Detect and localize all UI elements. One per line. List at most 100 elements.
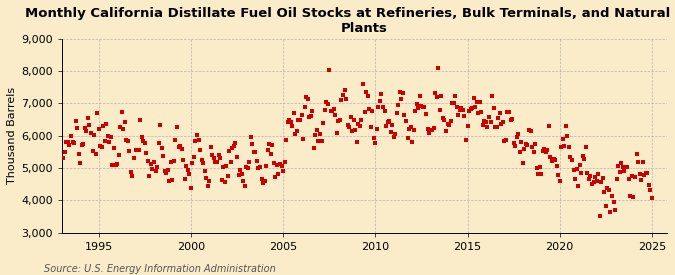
Point (307, 109, 318, 113)
Point (430, 91, 441, 95)
Point (244, 160, 254, 164)
Point (424, 131, 435, 136)
Point (513, 132, 524, 136)
Point (70, 119, 81, 123)
Point (566, 158, 577, 162)
Point (319, 108, 330, 112)
Point (579, 157, 590, 162)
Point (229, 144, 240, 148)
Point (493, 116, 504, 120)
Point (639, 172, 649, 177)
Point (74, 152, 84, 156)
Point (442, 122, 453, 126)
Point (583, 177, 594, 182)
Point (631, 152, 642, 156)
Point (559, 144, 570, 148)
Point (373, 104, 384, 109)
Point (510, 143, 520, 148)
Point (164, 178, 175, 183)
Point (610, 208, 620, 212)
Point (393, 103, 404, 107)
Point (277, 168, 288, 173)
Point (144, 174, 155, 178)
Point (335, 118, 346, 122)
Point (394, 90, 405, 94)
Point (98, 124, 109, 128)
Point (130, 148, 141, 152)
Point (176, 147, 187, 151)
Point (375, 99, 385, 103)
Point (473, 111, 484, 116)
Point (494, 111, 505, 116)
Point (614, 170, 625, 174)
Point (210, 160, 221, 164)
Point (69, 141, 80, 145)
Point (192, 133, 202, 137)
Point (647, 196, 657, 200)
Point (458, 107, 468, 112)
Point (241, 165, 252, 169)
Point (275, 162, 286, 166)
Point (97, 145, 107, 150)
Point (333, 119, 344, 123)
Point (157, 146, 167, 151)
Point (539, 147, 549, 152)
Point (632, 160, 643, 164)
Point (290, 132, 301, 136)
Point (230, 141, 241, 145)
Point (367, 109, 377, 114)
Point (315, 132, 325, 136)
Point (331, 131, 342, 136)
Point (238, 179, 248, 183)
Point (250, 150, 261, 154)
Point (186, 186, 196, 191)
Point (439, 118, 450, 123)
Point (410, 108, 421, 113)
Point (64, 143, 75, 147)
Point (636, 178, 647, 182)
Point (360, 90, 371, 94)
Point (543, 123, 554, 128)
Point (204, 179, 215, 183)
Point (190, 139, 201, 144)
Point (576, 171, 587, 175)
Point (607, 194, 618, 199)
Point (146, 162, 157, 166)
Point (611, 177, 622, 181)
Point (271, 163, 282, 167)
Point (370, 141, 381, 145)
Point (88, 133, 99, 138)
Point (346, 115, 356, 119)
Point (542, 148, 553, 153)
Point (119, 120, 130, 125)
Point (562, 134, 573, 138)
Point (267, 142, 277, 147)
Point (155, 123, 165, 127)
Point (411, 102, 422, 107)
Point (475, 100, 485, 104)
Point (301, 95, 312, 99)
Point (287, 123, 298, 128)
Point (402, 136, 413, 140)
Point (305, 114, 316, 119)
Point (522, 143, 533, 147)
Point (103, 134, 113, 138)
Point (427, 128, 437, 133)
Point (587, 181, 597, 186)
Point (279, 160, 290, 164)
Point (86, 131, 97, 136)
Point (327, 109, 338, 113)
Point (153, 141, 164, 145)
Point (246, 135, 256, 139)
Point (61, 140, 72, 144)
Point (537, 148, 548, 153)
Point (269, 160, 279, 165)
Point (201, 176, 212, 180)
Point (252, 159, 263, 163)
Point (645, 188, 656, 192)
Point (265, 152, 276, 156)
Point (642, 171, 653, 176)
Point (597, 176, 608, 180)
Point (622, 165, 632, 169)
Title: Monthly California Distillate Fuel Oil Stocks at Refineries, Bulk Terminals, and: Monthly California Distillate Fuel Oil S… (26, 7, 675, 35)
